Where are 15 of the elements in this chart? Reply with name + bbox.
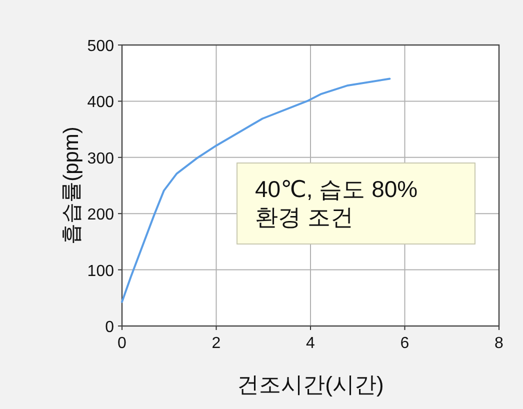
x-tick-label: 6 (400, 335, 410, 352)
y-tick-label: 400 (87, 94, 114, 112)
x-tick-label: 2 (212, 335, 221, 352)
x-tick-label: 8 (494, 335, 504, 352)
y-tick-label: 0 (105, 319, 114, 336)
y-tick-label: 300 (87, 150, 114, 168)
x-axis-title: 건조시간(시간) (237, 372, 384, 397)
y-tick-label: 200 (87, 206, 114, 224)
x-tick-label: 0 (118, 335, 127, 352)
y-tick-label: 100 (87, 262, 114, 280)
y-axis-title: 흡습률(ppm) (60, 126, 83, 244)
y-tick-label: 500 (87, 38, 114, 55)
x-tick-label: 4 (306, 335, 316, 352)
annotation-box: 40℃, 습도 80% 환경 조건 (236, 162, 476, 244)
annotation: 40℃, 습도 80% 환경 조건 (255, 176, 418, 230)
